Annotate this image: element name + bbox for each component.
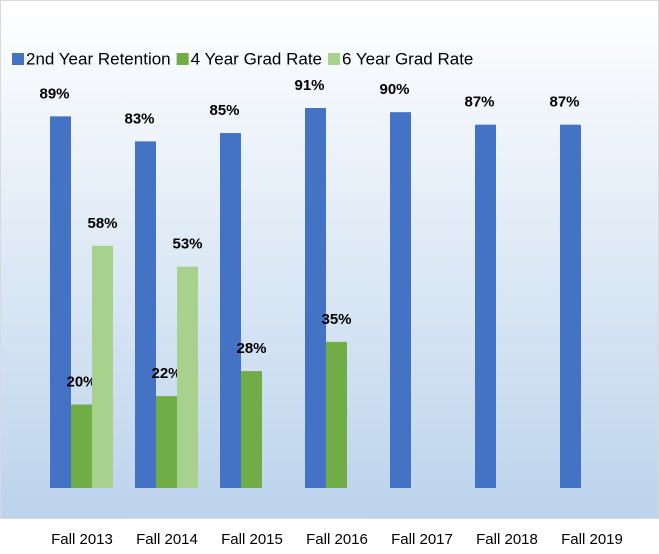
- x-tick-label: Fall 2019: [561, 531, 623, 548]
- legend-label: 4 Year Grad Rate: [191, 49, 322, 68]
- legend-swatch: [328, 53, 340, 65]
- bar: [135, 141, 156, 488]
- bar: [305, 108, 326, 488]
- legend-label: 6 Year Grad Rate: [342, 49, 473, 68]
- x-tick-label: Fall 2016: [306, 531, 368, 548]
- legend-swatch: [176, 53, 189, 65]
- x-tick-label: Fall 2015: [221, 531, 283, 548]
- data-label: 87%: [464, 94, 494, 111]
- data-label: 20%: [66, 373, 96, 390]
- bar: [475, 124, 496, 488]
- bar: [50, 116, 71, 488]
- data-label: 90%: [379, 81, 409, 98]
- legend-label: 2nd Year Retention: [26, 49, 171, 68]
- data-label: 22%: [151, 365, 181, 382]
- data-label: 85%: [209, 102, 239, 119]
- data-label: 91%: [294, 77, 324, 94]
- legend-swatch: [12, 53, 24, 65]
- data-label: 35%: [321, 311, 351, 328]
- data-label: 53%: [172, 236, 202, 253]
- x-tick-label: Fall 2017: [391, 531, 453, 548]
- bar: [177, 266, 198, 488]
- data-label: 83%: [124, 110, 154, 127]
- bar: [241, 371, 262, 488]
- bar: [156, 396, 177, 488]
- bar: [92, 245, 113, 488]
- x-tick-label: Fall 2013: [51, 531, 113, 548]
- data-label: 87%: [549, 94, 579, 111]
- data-label: 89%: [39, 85, 69, 102]
- data-label: 58%: [87, 215, 117, 232]
- x-tick-label: Fall 2014: [136, 531, 198, 548]
- x-tick-label: Fall 2018: [476, 531, 538, 548]
- bar: [326, 341, 347, 488]
- bar: [220, 133, 241, 489]
- data-label: 28%: [236, 340, 266, 357]
- bar: [560, 124, 581, 488]
- bar: [71, 404, 92, 488]
- bar: [390, 112, 411, 488]
